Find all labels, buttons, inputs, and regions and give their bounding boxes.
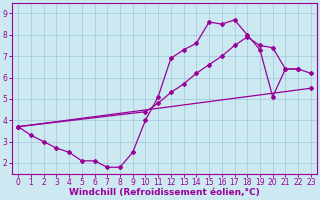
- X-axis label: Windchill (Refroidissement éolien,°C): Windchill (Refroidissement éolien,°C): [69, 188, 260, 197]
